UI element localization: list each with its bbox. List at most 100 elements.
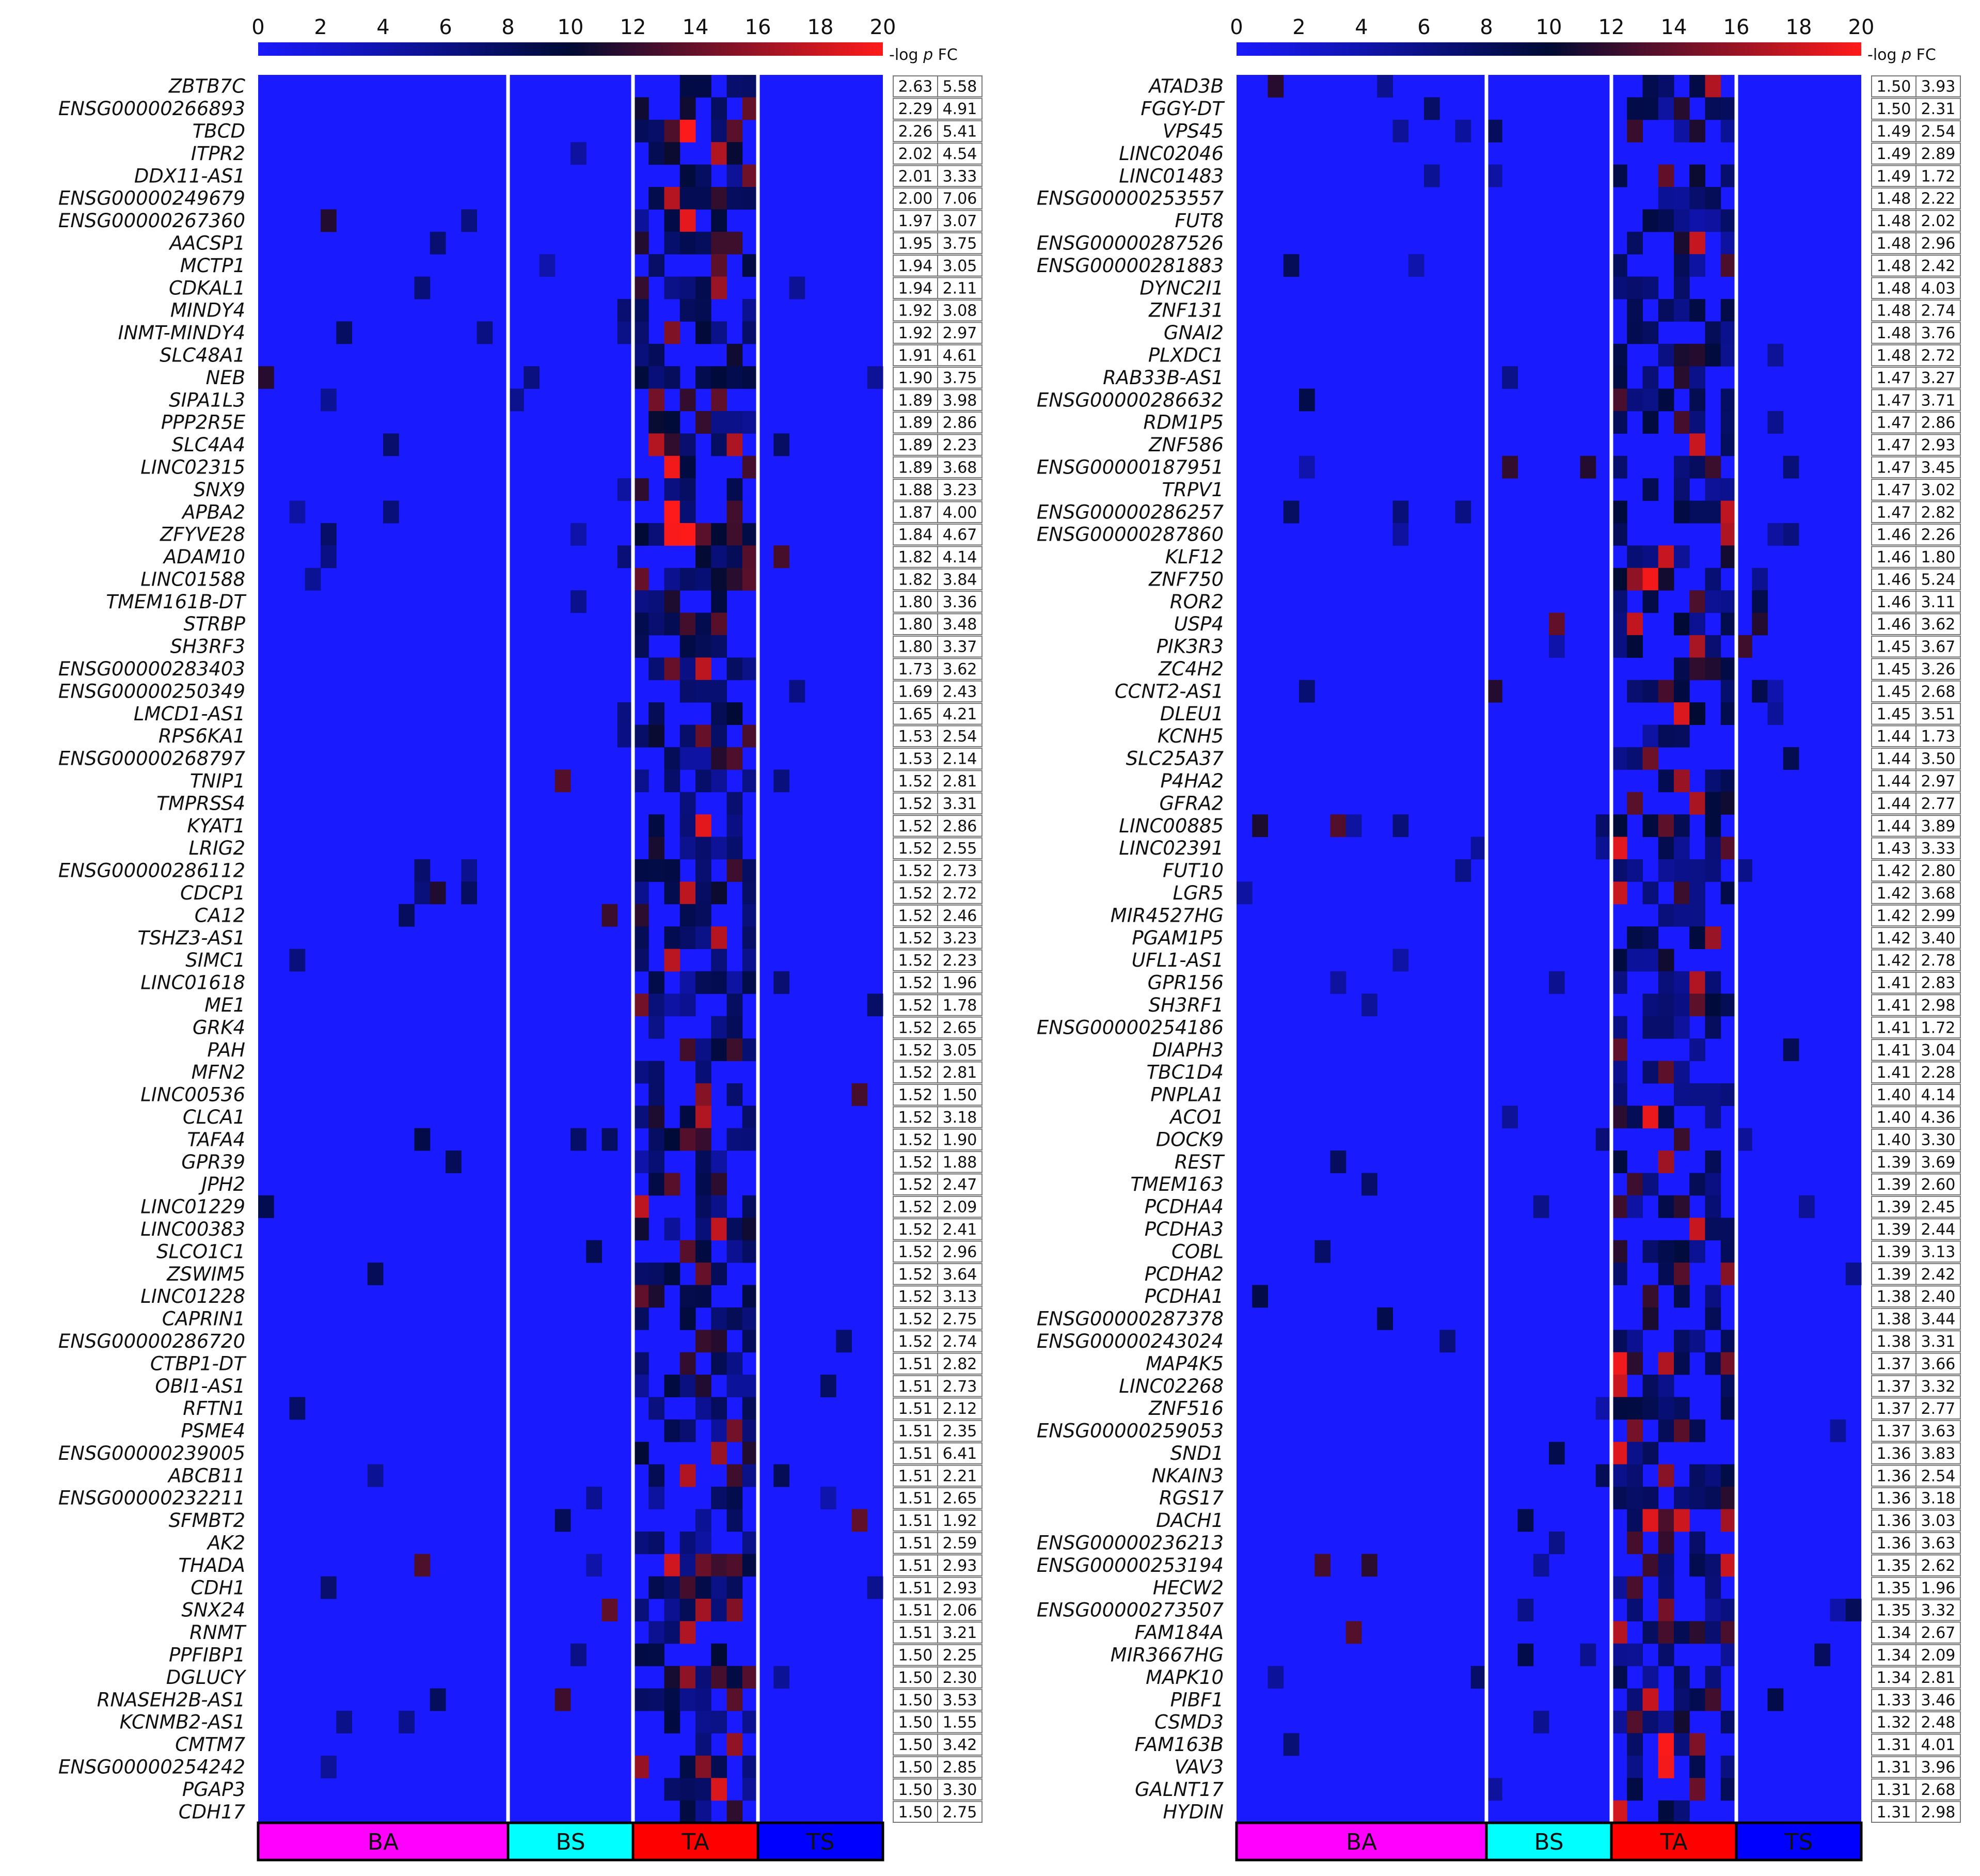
neglogp-cell-box [893,747,938,770]
heatmap-cell [633,478,649,501]
heatmap-cell [1689,388,1705,412]
fc-cell-box [1915,971,1961,994]
neglogp-value: 1.46 [1877,526,1911,544]
heatmap-cell [1642,1375,1659,1397]
neglogp-value: 1.48 [1877,346,1911,365]
heatmap-cell [664,567,680,591]
fc-cell-box [1915,1801,1961,1823]
neglogp-cell-box [1871,1375,1916,1397]
gene-label: CDH17 [179,1801,246,1823]
heatmap-cell [726,657,743,681]
heatmap-cell [1642,994,1659,1017]
heatmap-cell [726,366,743,389]
neglogp-cell-box [893,1621,938,1644]
heatmap-cell [1720,1240,1737,1263]
heatmap-cell [1658,1755,1674,1778]
fc-value: 3.31 [943,795,977,813]
heatmap-cell [633,1531,649,1554]
heatmap-cell [648,590,664,613]
heatmap-cell [321,388,337,412]
heatmap-cell [742,971,758,994]
heatmap-cell [726,500,743,524]
heatmap-cell [1689,1778,1705,1801]
heatmap-cell [695,1106,711,1129]
heatmap-cell [679,1800,696,1823]
gene-label: PNPLA1 [1150,1084,1224,1106]
gene-label: REST [1175,1151,1225,1173]
heatmap-cell [1627,1688,1643,1711]
heatmap-cell [695,926,711,949]
heatmap-cell [1627,1106,1643,1129]
fc-cell-box [1915,479,1961,501]
heatmap-cell [1392,500,1409,524]
gene-label: ENSG00000286720 [58,1330,245,1352]
fc-value: 3.83 [1921,1445,1956,1463]
heatmap-cell [742,523,758,546]
fc-cell-box [937,120,983,143]
neglogp-value: 1.65 [898,705,933,723]
heatmap-cell [1658,1576,1674,1599]
heatmap-cell [1549,971,1565,994]
fc-value: 4.67 [943,526,977,544]
heatmap-cell [664,1688,680,1711]
fc-value: 2.21 [943,1467,977,1485]
heatmap-cell [1658,298,1674,322]
neglogp-cell-box [893,1442,938,1464]
heatmap-cell [1720,321,1737,344]
fc-value: 2.98 [1921,1803,1956,1821]
neglogp-value: 1.42 [1877,862,1911,880]
neglogp-cell-box [1871,770,1916,792]
group-legend-block [631,1821,759,1862]
heatmap-cell [679,724,696,748]
fc-value: 2.96 [1921,234,1956,253]
fc-cell-box [1915,187,1961,210]
fc-cell-box [1915,994,1961,1016]
neglogp-cell-box [893,949,938,971]
heatmap-cell [1689,859,1705,882]
group-legend-label: TS [806,1829,835,1855]
colorbar-tick-label: 18 [1786,15,1812,39]
neglogp-value: 1.52 [898,1333,933,1351]
heatmap-cell [1720,837,1737,860]
heatmap-cell [711,1554,727,1577]
fc-value: 2.68 [1921,1781,1956,1799]
neglogp-value: 1.36 [1877,1445,1911,1463]
gene-label: CTBP1-DT [150,1352,247,1375]
heatmap-cell [321,545,337,569]
heatmap-cell [1674,1128,1690,1151]
heatmap-cell [664,1554,680,1577]
neglogp-value: 1.52 [898,1221,933,1239]
heatmap-cell [1595,814,1612,838]
heatmap-cell [1720,590,1737,613]
heatmap-cell [477,321,493,344]
gene-label: KYAT1 [187,815,245,837]
fc-value: 3.37 [943,638,977,656]
gene-label: ME1 [204,994,245,1016]
gene-label: DGLUCY [166,1666,247,1689]
fc-cell-box [937,680,983,703]
neglogp-value: 1.52 [898,817,933,835]
neglogp-value: 1.52 [898,1131,933,1149]
colorbar-tick-label: 8 [1480,15,1493,39]
gene-label: ENSG00000286112 [58,860,245,882]
fc-value: 2.80 [1921,862,1956,880]
gene-label: ENSG00000266893 [58,98,245,120]
neglogp-cell-box [893,143,938,165]
neglogp-cell-box [1871,456,1916,479]
heatmap-cell [1486,164,1502,187]
gene-label: LINC01229 [140,1196,245,1218]
heatmap-cell [1611,1464,1627,1487]
heatmap-cell [648,1487,664,1509]
neglogp-value: 1.92 [898,302,933,320]
heatmap-cell [679,1688,696,1711]
fc-cell-box [1915,927,1961,949]
fc-value: 3.33 [1921,840,1956,858]
heatmap-cell [1627,1173,1643,1196]
heatmap-cell [555,769,571,793]
fc-value: 2.47 [943,1176,977,1194]
heatmap-cell [1689,1755,1705,1778]
heatmap-cell [1658,724,1674,748]
heatmap-cell [711,769,727,793]
heatmap-cell [695,1240,711,1263]
heatmap-cell [1845,1599,1862,1621]
